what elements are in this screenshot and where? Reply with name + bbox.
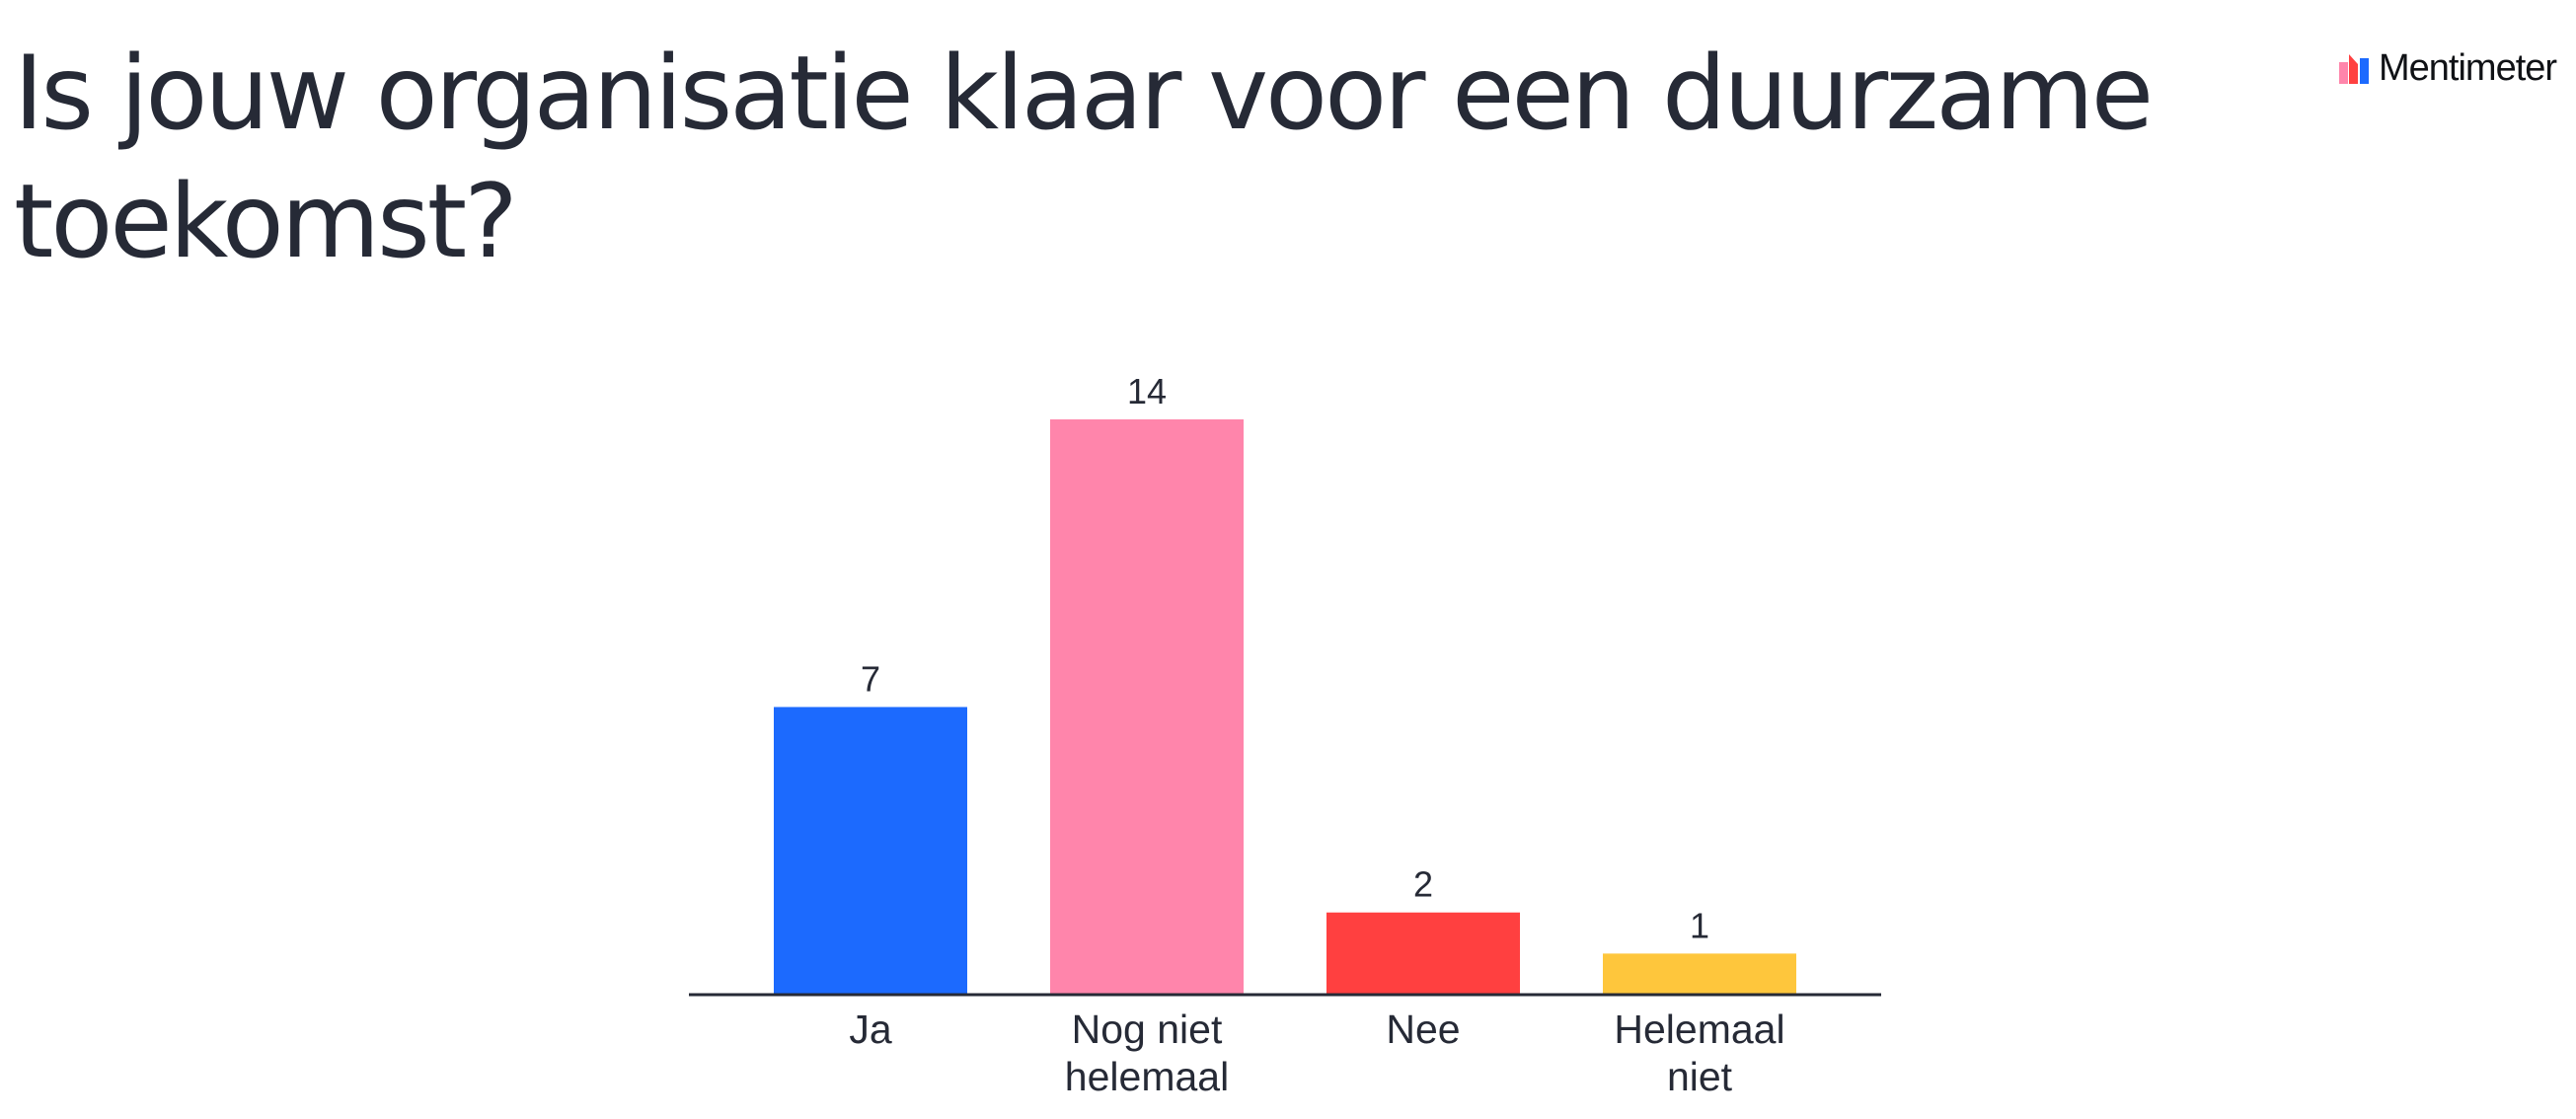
category-label-2-line-2: helemaal: [1065, 1054, 1229, 1099]
bar-1: [774, 707, 967, 995]
value-label-3: 2: [1413, 864, 1433, 905]
value-label-2: 14: [1127, 371, 1167, 411]
chart-title: Is jouw organisatie klaar voor een duurz…: [14, 35, 2154, 281]
category-label-3: Nee: [1386, 1007, 1460, 1052]
category-label-2-line-1: Nog niet: [1072, 1007, 1223, 1052]
value-label-4: 1: [1690, 905, 1709, 945]
bar-3: [1326, 912, 1520, 995]
bar-4: [1603, 953, 1796, 995]
category-label-1: Ja: [849, 1007, 892, 1052]
brand-name: Mentimeter: [2379, 47, 2557, 89]
bar-2: [1050, 419, 1244, 995]
category-label-4-line-1: Helemaal: [1614, 1007, 1784, 1052]
category-label-4-line-2: niet: [1667, 1054, 1733, 1099]
brand-logo: Mentimeter: [2339, 47, 2557, 90]
mentimeter-logo-icon: [2339, 53, 2369, 84]
value-label-1: 7: [861, 659, 880, 700]
